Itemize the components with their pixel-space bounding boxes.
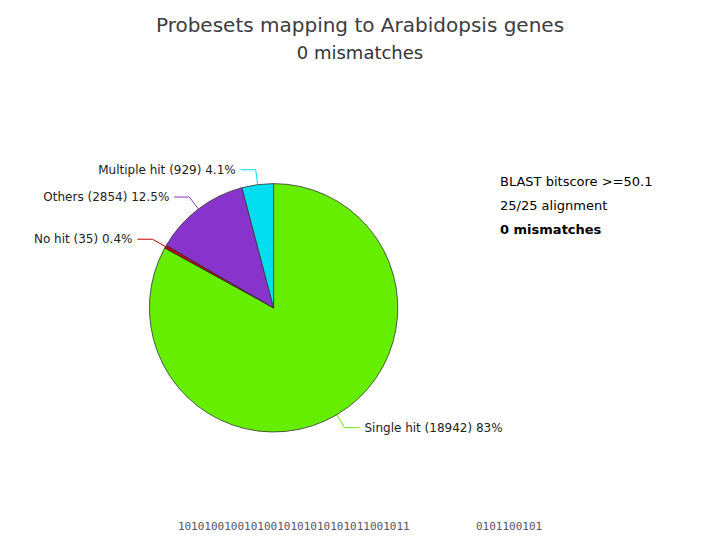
svg-text:Others (2854) 12.5%: Others (2854) 12.5%	[43, 190, 169, 204]
svg-text:Multiple hit (929) 4.1%: Multiple hit (929) 4.1%	[98, 163, 236, 177]
svg-text:0 mismatches: 0 mismatches	[500, 222, 602, 237]
svg-text:25/25 alignment: 25/25 alignment	[500, 198, 607, 213]
svg-text:0 mismatches: 0 mismatches	[297, 42, 423, 63]
svg-text:No hit (35) 0.4%: No hit (35) 0.4%	[34, 232, 133, 246]
svg-text:Probesets mapping to Arabidops: Probesets mapping to Arabidopsis genes	[156, 13, 564, 37]
svg-text:BLAST bitscore >=50.1: BLAST bitscore >=50.1	[500, 174, 652, 189]
svg-text:Single hit (18942) 83%: Single hit (18942) 83%	[364, 421, 502, 435]
svg-text:101010010010100101010101010110: 10101001001010010101010101011001011 0101…	[178, 520, 542, 533]
